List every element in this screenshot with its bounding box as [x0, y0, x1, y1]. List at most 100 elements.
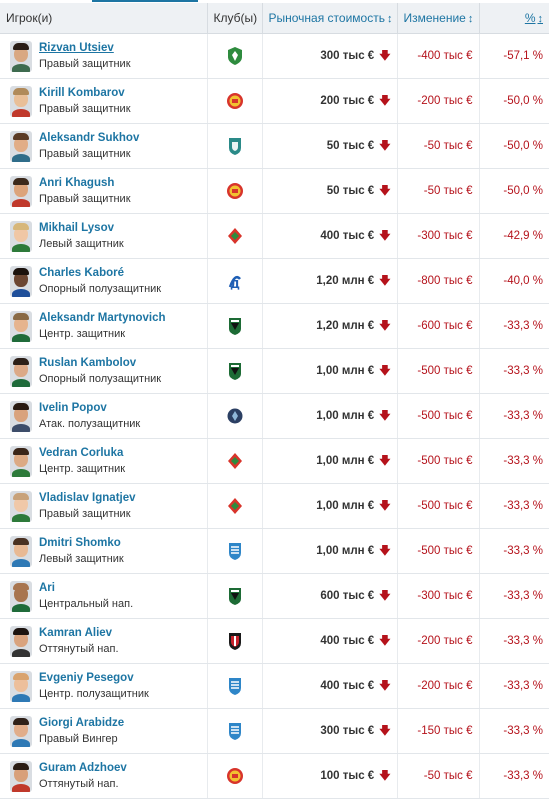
player-cell: Kamran Aliev Оттянутый нап. [0, 618, 208, 664]
value-change: -500 тыс € [417, 545, 473, 557]
player-photo[interactable] [10, 535, 32, 567]
player-name-link[interactable]: Ari [39, 582, 55, 594]
change-cell: -500 тыс € [397, 438, 480, 484]
table-row: Charles Kaboré Опорный полузащитник Д 1,… [0, 258, 549, 304]
rostov-crest-icon[interactable] [226, 541, 244, 561]
percent-change: -33,3 % [503, 410, 543, 422]
player-name-link[interactable]: Rizvan Utsiev [39, 42, 114, 54]
arrow-down-icon: 🡇 [379, 499, 391, 512]
player-position: Опорный полузащитник [39, 373, 162, 385]
rubin-crest-icon[interactable] [226, 406, 244, 426]
player-photo[interactable] [10, 625, 32, 657]
player-photo[interactable] [10, 670, 32, 702]
header-market-value[interactable]: Рыночная стоимость ↕ [262, 3, 398, 34]
player-photo[interactable] [10, 355, 32, 387]
market-value: 400 тыс € [320, 229, 375, 242]
player-name-link[interactable]: Evgeniy Pesegov [39, 672, 134, 684]
arsenal-tula-crest-icon[interactable] [226, 181, 244, 201]
arsenal-tula-crest-icon[interactable] [226, 91, 244, 111]
player-photo[interactable] [10, 175, 32, 207]
player-name-link[interactable]: Guram Adzhoev [39, 762, 127, 774]
market-value: 300 тыс € [320, 724, 375, 737]
arrow-down-icon: 🡇 [379, 724, 391, 737]
player-photo[interactable] [10, 580, 32, 612]
player-photo[interactable] [10, 265, 32, 297]
player-name-link[interactable]: Mikhail Lysov [39, 222, 114, 234]
player-cell: Evgeniy Pesegov Центр. полузащитник [0, 663, 208, 709]
player-name-link[interactable]: Aleksandr Martynovich [39, 312, 166, 324]
percent-cell: -42,9 % [479, 213, 549, 259]
rostov-crest-icon[interactable] [226, 721, 244, 741]
arrow-down-icon: 🡇 [379, 274, 391, 287]
akhmat-crest-icon[interactable] [226, 46, 244, 66]
percent-change: -33,3 % [503, 500, 543, 512]
player-photo[interactable] [10, 130, 32, 162]
market-value-cell: 50 тыс € 🡇 [262, 168, 398, 214]
club-cell [207, 483, 263, 529]
percent-cell: -57,1 % [479, 33, 549, 79]
table-row: Kamran Aliev Оттянутый нап. 400 тыс € 🡇 -… [0, 618, 549, 664]
player-photo[interactable] [10, 220, 32, 252]
rostov-crest-icon[interactable] [226, 676, 244, 696]
table-row: Kirill Kombarov Правый защитник 200 тыс … [0, 78, 549, 124]
player-name-link[interactable]: Giorgi Arabidze [39, 717, 125, 729]
market-value-cell: 100 тыс € 🡇 [262, 753, 398, 799]
lokomotiv-crest-icon[interactable] [226, 496, 244, 516]
player-name-link[interactable]: Ivelin Popov [39, 402, 107, 414]
krasnodar-crest-icon[interactable] [226, 361, 244, 381]
player-name-link[interactable]: Dmitri Shomko [39, 537, 121, 549]
player-name-link[interactable]: Anri Khagush [39, 177, 115, 189]
percent-cell: -33,3 % [479, 753, 549, 799]
player-name-link[interactable]: Kamran Aliev [39, 627, 113, 639]
percent-change: -33,3 % [503, 365, 543, 377]
percent-cell: -33,3 % [479, 438, 549, 484]
player-position: Оттянутый нап. [39, 643, 119, 655]
player-cell: Ari Центральный нап. [0, 573, 208, 619]
player-name-link[interactable]: Aleksandr Sukhov [39, 132, 140, 144]
club-cell [207, 708, 263, 754]
market-value: 1,20 млн € [316, 274, 375, 287]
amkar-crest-icon[interactable] [226, 631, 244, 651]
header-player-label: Игрок(и) [6, 11, 53, 25]
player-photo[interactable] [10, 490, 32, 522]
arrow-down-icon: 🡇 [379, 769, 391, 782]
player-position: Оттянутый нап. [39, 778, 119, 790]
value-change: -500 тыс € [417, 365, 473, 377]
ufa-crest-icon[interactable] [226, 136, 244, 156]
lokomotiv-crest-icon[interactable] [226, 226, 244, 246]
table-row: Evgeniy Pesegov Центр. полузащитник 400 … [0, 663, 549, 709]
krasnodar-crest-icon[interactable] [226, 586, 244, 606]
arsenal-tula-crest-icon[interactable] [226, 766, 244, 786]
player-photo[interactable] [10, 760, 32, 792]
lokomotiv-crest-icon[interactable] [226, 451, 244, 471]
header-club: Клуб(ы) [207, 3, 263, 34]
percent-cell: -50,0 % [479, 123, 549, 169]
player-name-link[interactable]: Vladislav Ignatjev [39, 492, 136, 504]
player-photo[interactable] [10, 715, 32, 747]
player-photo[interactable] [10, 445, 32, 477]
krasnodar-crest-icon[interactable] [226, 316, 244, 336]
market-value: 400 тыс € [320, 634, 375, 647]
market-value-cell: 1,00 млн € 🡇 [262, 528, 398, 574]
market-value: 200 тыс € [320, 94, 375, 107]
market-value-cell: 300 тыс € 🡇 [262, 708, 398, 754]
value-change: -400 тыс € [417, 50, 473, 62]
dynamo-crest-icon[interactable]: Д [226, 271, 244, 291]
market-value: 600 тыс € [320, 589, 375, 602]
header-change[interactable]: Изменение ↕ [397, 3, 480, 34]
player-photo[interactable] [10, 310, 32, 342]
player-photo[interactable] [10, 40, 32, 72]
player-photo[interactable] [10, 85, 32, 117]
player-name-link[interactable]: Ruslan Kambolov [39, 357, 137, 369]
player-name-link[interactable]: Vedran Corluka [39, 447, 124, 459]
player-name-link[interactable]: Kirill Kombarov [39, 87, 125, 99]
table-row: Anri Khagush Правый защитник 50 тыс € 🡇 -… [0, 168, 549, 214]
percent-change: -33,3 % [503, 635, 543, 647]
percent-cell: -33,3 % [479, 303, 549, 349]
table-row: Vladislav Ignatjev Правый защитник 1,00 … [0, 483, 549, 529]
header-percent[interactable]: % ↕ [479, 3, 549, 34]
player-cell: Guram Adzhoev Оттянутый нап. [0, 753, 208, 799]
player-photo[interactable] [10, 400, 32, 432]
player-name-link[interactable]: Charles Kaboré [39, 267, 125, 279]
